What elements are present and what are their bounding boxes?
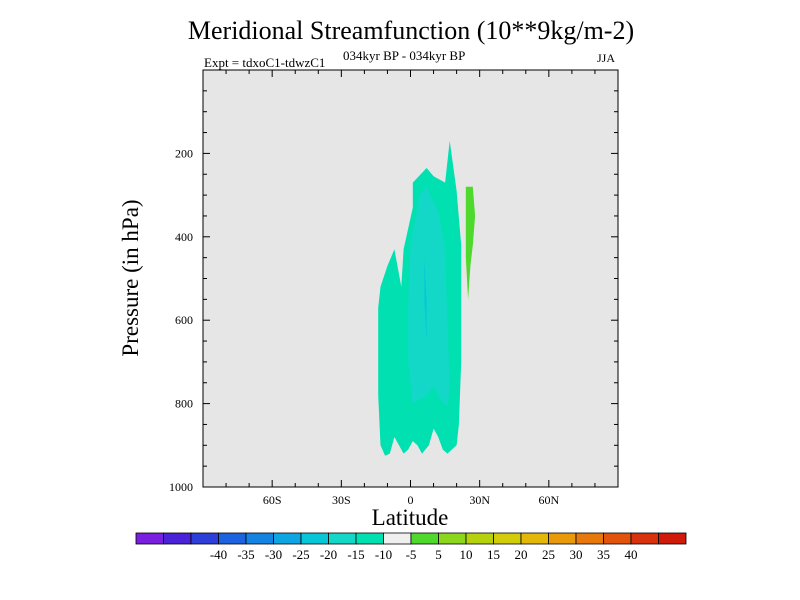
- colorbar-swatch: [273, 532, 302, 545]
- colorbar-swatch: [135, 532, 164, 545]
- colorbar-swatch: [465, 532, 494, 545]
- colorbar-swatch: [630, 532, 659, 545]
- colorbar-label: 40: [625, 547, 638, 562]
- colorbar-label: 20: [515, 547, 528, 562]
- x-tick-label: 60N: [538, 493, 559, 507]
- axis-ticks: 60S 30S 0 30N 60N 200 400 600 800 1000: [169, 70, 618, 507]
- colorbar-swatch: [163, 532, 192, 545]
- colorbar-label: -20: [320, 547, 337, 562]
- colorbar-swatch: [218, 532, 247, 545]
- colorbar-swatch: [190, 532, 219, 545]
- colorbar-swatch: [328, 532, 357, 545]
- colorbar-label: 25: [542, 547, 555, 562]
- colorbar-swatch: [575, 532, 604, 545]
- chart-title: Meridional Streamfunction (10**9kg/m-2): [187, 16, 635, 45]
- y-tick-label: 1000: [169, 480, 193, 494]
- colorbar-label: 30: [570, 547, 583, 562]
- y-tick-label: 200: [175, 146, 193, 160]
- contour-region--10-to--15: [408, 186, 450, 408]
- colorbar-label: -5: [406, 547, 417, 562]
- colorbar-label: 15: [487, 547, 500, 562]
- colorbar-swatch: [520, 532, 549, 545]
- colorbar-swatch: [383, 532, 412, 545]
- colorbar-label: -40: [210, 547, 227, 562]
- contour-region-5-to-10: [465, 186, 476, 300]
- x-tick-label: 30N: [469, 493, 490, 507]
- x-axis-label: Latitude: [372, 505, 449, 530]
- y-tick-label: 600: [175, 313, 193, 327]
- x-tick-label: 0: [408, 493, 414, 507]
- colorbar-swatch: [438, 532, 467, 545]
- colorbar-swatch: [493, 532, 522, 545]
- season-label: JJA: [597, 51, 616, 65]
- colorbar-swatch: [355, 532, 384, 545]
- colorbar-label: -25: [292, 547, 309, 562]
- colorbar-swatch: [658, 532, 687, 545]
- colorbar-swatch: [410, 532, 439, 545]
- colorbar: -40 -35 -30 -25 -20 -15 -10 -5 5 10 15 20 25 30 35 40: [135, 532, 687, 562]
- x-tick-label: 60S: [263, 493, 282, 507]
- colorbar-swatch: [603, 532, 632, 545]
- contour-regions: [378, 140, 476, 456]
- y-tick-label: 400: [175, 230, 193, 244]
- colorbar-label: -35: [237, 547, 254, 562]
- colorbar-label: 5: [435, 547, 442, 562]
- colorbar-swatch: [300, 532, 329, 545]
- experiment-label: Expt = tdxoC1-tdwzC1: [204, 55, 326, 70]
- colorbar-label: -10: [375, 547, 392, 562]
- colorbar-swatch: [548, 532, 577, 545]
- contour-region--15-to--20: [424, 257, 427, 342]
- y-tick-label: 800: [175, 397, 193, 411]
- y-axis-label: Pressure (in hPa): [118, 199, 143, 356]
- colorbar-swatch: [245, 532, 274, 545]
- colorbar-label: -15: [347, 547, 364, 562]
- x-tick-label: 30S: [332, 493, 351, 507]
- period-label: 034kyr BP - 034kyr BP: [343, 48, 466, 63]
- colorbar-label: 10: [460, 547, 473, 562]
- colorbar-label: 35: [597, 547, 610, 562]
- colorbar-label: -30: [265, 547, 282, 562]
